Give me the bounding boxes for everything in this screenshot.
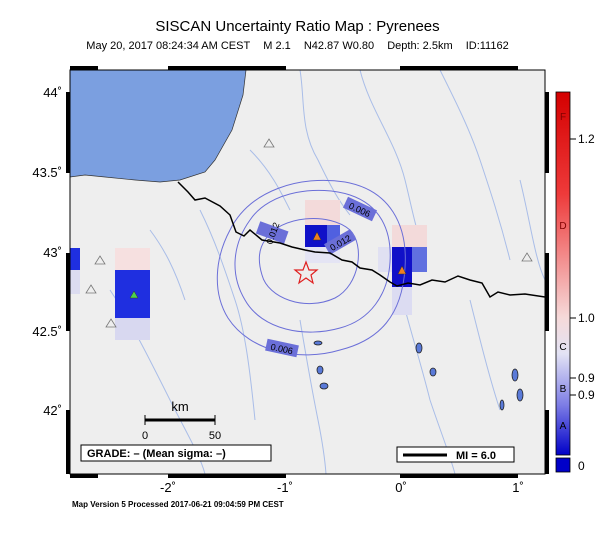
grade-a-label: A	[560, 421, 567, 432]
map-title: SISCAN Uncertainty Ratio Map : Pyrenees	[155, 18, 440, 35]
svg-text:44˚: 44˚	[43, 85, 62, 100]
colorbar-value-4: 0.9	[578, 388, 595, 402]
svg-text:42.5˚: 42.5˚	[32, 324, 62, 339]
epicenter-star	[293, 260, 319, 285]
colorbar-value-5: 0	[578, 459, 585, 473]
scale-tick-0: 0	[142, 430, 148, 442]
national-border	[177, 181, 545, 299]
colorbar-value-2: 1.0	[578, 311, 595, 325]
colorbar-value-1: 1.2	[578, 132, 595, 146]
event-id: ID:11162	[465, 40, 509, 52]
colorbar-zero-swatch	[555, 457, 571, 473]
grade-c-label: C	[559, 342, 566, 353]
event-date: May 20, 2017 08:24:34 AM CEST	[86, 40, 251, 52]
sea-area	[70, 70, 247, 183]
svg-text:-2˚: -2˚	[160, 480, 176, 495]
scale-unit: km	[171, 399, 188, 414]
colorbar: F D C B A 1.2 1.0 0.9 0.9 0	[555, 91, 595, 473]
scale-tick-50: 50	[209, 430, 221, 442]
latitude-labels: 44˚ 43.5˚ 43˚ 42.5˚ 42˚	[32, 85, 62, 418]
grade-b-label: B	[560, 384, 567, 395]
svg-text:-1˚: -1˚	[277, 480, 293, 495]
svg-text:GRADE: – (Mean sigma: –): GRADE: – (Mean sigma: –)	[87, 448, 226, 460]
contour-lines	[216, 179, 406, 356]
scale-bar: km 0 50	[142, 399, 221, 442]
svg-text:1˚: 1˚	[512, 480, 524, 495]
svg-text:43.5˚: 43.5˚	[32, 165, 62, 180]
contour-label-4: 0.006	[265, 338, 299, 358]
svg-text:42˚: 42˚	[43, 403, 62, 418]
svg-text:MI = 6.0: MI = 6.0	[456, 450, 496, 462]
grade-f-label: F	[560, 112, 566, 123]
svg-text:43˚: 43˚	[43, 245, 62, 260]
contour-label-1: 0.012	[255, 221, 289, 246]
event-info: May 20, 2017 08:24:34 AM CEST M 2.1 N42.…	[0, 40, 595, 52]
station-markers	[85, 138, 533, 328]
frame-ticks	[66, 66, 549, 478]
grade-box: GRADE: – (Mean sigma: –)	[80, 444, 272, 462]
lakes	[313, 340, 524, 411]
event-magnitude: M 2.1	[263, 40, 291, 52]
event-location: N42.87 W0.80	[303, 40, 375, 52]
longitude-labels: -2˚ -1˚ 0˚ 1˚	[160, 480, 524, 495]
svg-text:0.006: 0.006	[270, 342, 294, 356]
svg-text:0˚: 0˚	[395, 480, 407, 495]
grade-d-label: D	[559, 221, 566, 232]
mi-box: MI = 6.0	[396, 446, 515, 463]
event-depth: Depth: 2.5km	[387, 40, 453, 52]
footer-text: Map Version 5 Processed 2017-06-21 09:04…	[72, 500, 284, 509]
colorbar-value-3: 0.9	[578, 371, 595, 385]
